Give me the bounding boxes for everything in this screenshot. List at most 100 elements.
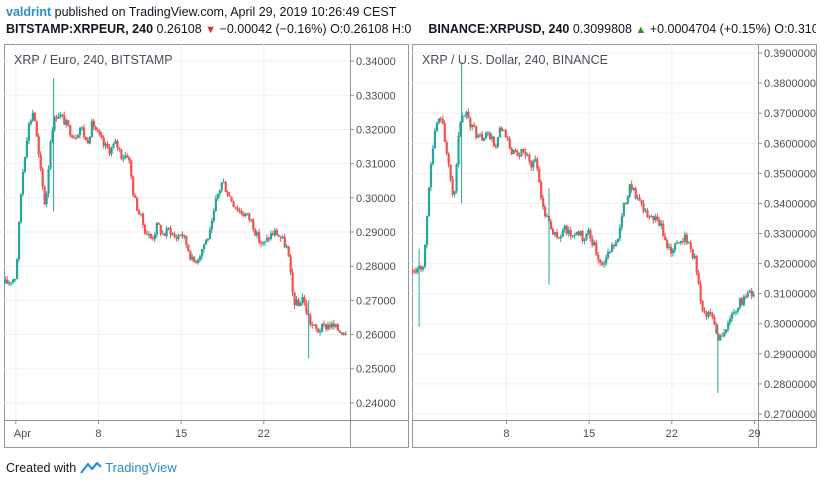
candle-body bbox=[49, 141, 52, 169]
candle-body bbox=[321, 323, 324, 332]
candle-body bbox=[98, 131, 101, 135]
candle-body bbox=[423, 244, 427, 267]
candle-body bbox=[608, 251, 612, 253]
candle-body bbox=[222, 181, 225, 183]
candle-body bbox=[675, 242, 679, 244]
price-tick-label: 0.3400000 bbox=[764, 198, 816, 210]
candle-body bbox=[197, 259, 200, 263]
candle-body bbox=[719, 335, 722, 341]
candle-body bbox=[80, 127, 84, 129]
candle-body bbox=[61, 114, 64, 116]
candle-body bbox=[565, 225, 568, 234]
candle-body bbox=[230, 196, 233, 202]
candle-body bbox=[73, 137, 76, 139]
candle-body bbox=[136, 198, 139, 211]
candle-body bbox=[303, 297, 306, 303]
candle-body bbox=[141, 213, 145, 225]
candle-body bbox=[185, 235, 188, 245]
author-link[interactable]: valdrint bbox=[6, 5, 52, 19]
candle-body bbox=[492, 136, 496, 147]
candle-body bbox=[228, 195, 231, 197]
candle-body bbox=[500, 127, 503, 131]
candle-body bbox=[212, 210, 216, 221]
candle-body bbox=[457, 135, 460, 165]
candle-body bbox=[332, 323, 336, 327]
candle-body bbox=[516, 151, 519, 157]
candle-body bbox=[549, 221, 553, 230]
candle-body bbox=[439, 118, 442, 120]
candle-body bbox=[317, 329, 320, 333]
candle-body bbox=[740, 298, 744, 306]
candle-body bbox=[638, 197, 641, 201]
tradingview-brand[interactable]: TradingView bbox=[105, 460, 177, 475]
candle-body bbox=[167, 228, 170, 230]
candle-body bbox=[202, 244, 206, 250]
candle-body bbox=[200, 249, 204, 257]
candle-body bbox=[435, 123, 438, 132]
candle-body bbox=[293, 292, 296, 306]
candle-body bbox=[71, 135, 74, 138]
candle-body bbox=[120, 149, 123, 159]
candle-body bbox=[319, 331, 322, 333]
candle-body bbox=[620, 216, 624, 228]
candle-body bbox=[301, 297, 304, 304]
candle-body bbox=[563, 225, 566, 230]
candle-body bbox=[114, 140, 117, 145]
candle-body bbox=[37, 136, 40, 155]
candle-body bbox=[90, 120, 93, 137]
xrpeur-chart[interactable]: 0.24000 0.25000 0.26000 0.27000 0.28000 0.290… bbox=[4, 44, 409, 448]
candle-body bbox=[63, 115, 66, 125]
candle-body bbox=[707, 311, 710, 317]
price-tick-label: 0.31000 bbox=[356, 159, 396, 171]
candle-body bbox=[459, 122, 462, 136]
candle-body bbox=[179, 234, 182, 236]
time-tick-label: 22 bbox=[666, 428, 678, 440]
candle-body bbox=[323, 323, 326, 325]
candle-body bbox=[279, 236, 282, 239]
candle-body bbox=[414, 271, 417, 273]
candle-body bbox=[475, 126, 478, 138]
candle-body bbox=[731, 313, 734, 319]
candle-body bbox=[340, 332, 343, 335]
published-text: published on TradingView.com, April 29, … bbox=[54, 5, 397, 19]
candle-body bbox=[616, 238, 620, 243]
candle-body bbox=[31, 112, 34, 121]
candle-body bbox=[124, 155, 127, 159]
candle-body bbox=[573, 234, 576, 236]
candle-body bbox=[210, 220, 214, 230]
candle-body bbox=[92, 120, 95, 127]
price-tick-label: 0.26000 bbox=[356, 330, 396, 342]
candle-body bbox=[153, 234, 156, 240]
candle-body bbox=[650, 216, 653, 218]
time-tick-label: 8 bbox=[503, 428, 509, 440]
candle-body bbox=[157, 223, 160, 225]
candle-body bbox=[628, 184, 631, 197]
candle-body bbox=[122, 158, 125, 160]
candle-body bbox=[469, 118, 472, 128]
candle-body bbox=[10, 282, 13, 284]
candle-body bbox=[23, 157, 27, 172]
candle-body bbox=[744, 296, 747, 298]
candle-body bbox=[567, 230, 570, 234]
candle-body bbox=[471, 124, 474, 128]
candle-body bbox=[642, 203, 645, 211]
xrpusd-chart[interactable]: 0.2700000 0.2800000 0.2900000 0.3000000 0.31… bbox=[412, 44, 817, 448]
candle-body bbox=[530, 161, 533, 168]
candle-body bbox=[668, 246, 671, 248]
candle-body bbox=[330, 323, 334, 328]
candle-body bbox=[271, 233, 275, 236]
right-last-price: 0.3099808 bbox=[572, 22, 632, 36]
candle-body bbox=[577, 231, 580, 236]
candle-body bbox=[336, 324, 339, 331]
candle-body bbox=[263, 241, 267, 243]
candle-body bbox=[173, 233, 176, 238]
candle-body bbox=[453, 191, 456, 195]
candle-body bbox=[224, 181, 227, 193]
candle-body bbox=[742, 296, 746, 306]
right-change: +0.0004704 (+0.15%) bbox=[649, 22, 771, 36]
candle-body bbox=[289, 256, 292, 273]
candle-body bbox=[614, 242, 618, 247]
candle-body bbox=[463, 115, 466, 117]
candle-body bbox=[204, 239, 208, 245]
candle-body bbox=[232, 201, 235, 208]
